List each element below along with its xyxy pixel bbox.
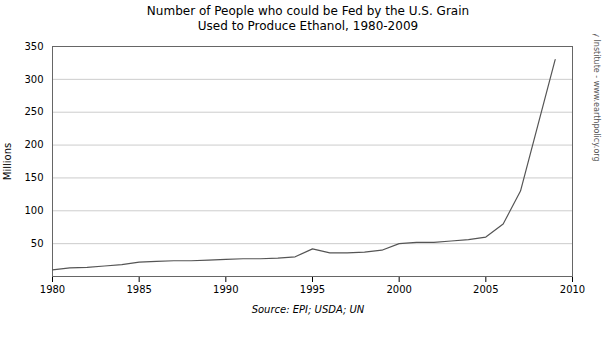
svg-text:50: 50 bbox=[31, 238, 44, 249]
svg-text:300: 300 bbox=[24, 74, 43, 85]
svg-text:2000: 2000 bbox=[386, 284, 411, 295]
svg-text:1995: 1995 bbox=[300, 284, 325, 295]
svg-text:1990: 1990 bbox=[213, 284, 238, 295]
svg-text:1980: 1980 bbox=[40, 284, 65, 295]
svg-text:350: 350 bbox=[24, 41, 43, 52]
svg-text:Millions: Millions bbox=[2, 143, 13, 180]
svg-text:Earth Policy Institute - www.e: Earth Policy Institute - www.earthpolicy… bbox=[592, 34, 601, 162]
svg-text:2005: 2005 bbox=[473, 284, 498, 295]
html-text:Number of People who could be: Number of People who could be Fed by the… bbox=[146, 4, 470, 33]
html-text:Source: EPI; USDA; UN: Source: EPI; USDA; UN bbox=[251, 304, 365, 315]
svg-text:150: 150 bbox=[24, 172, 43, 183]
svg-text:200: 200 bbox=[24, 139, 43, 150]
svg-text:1985: 1985 bbox=[126, 284, 151, 295]
svg-text:100: 100 bbox=[24, 205, 43, 216]
svg-text:250: 250 bbox=[24, 106, 43, 117]
svg-text:2010: 2010 bbox=[560, 284, 585, 295]
